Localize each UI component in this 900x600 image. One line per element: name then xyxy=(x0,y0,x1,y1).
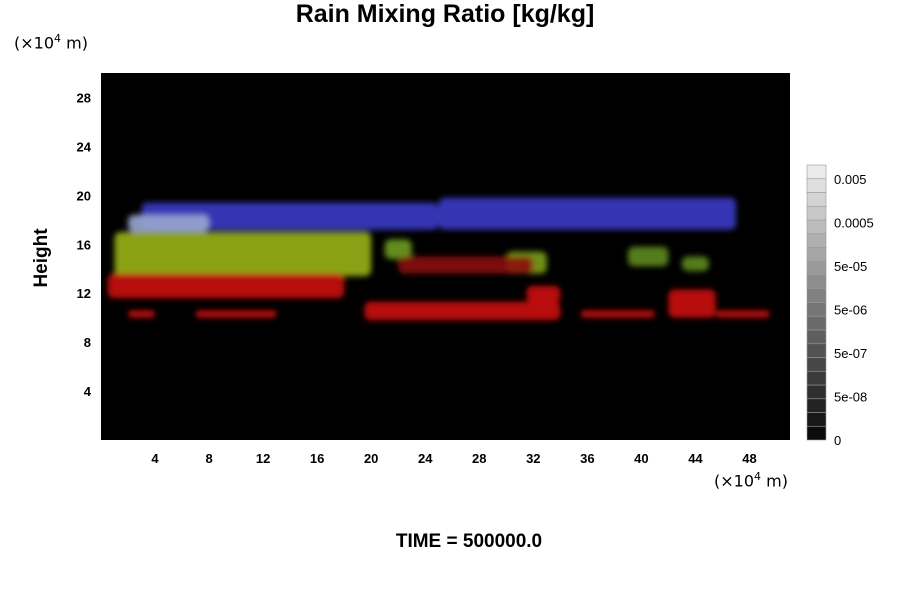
x-tick-label: 32 xyxy=(526,451,540,466)
y-tick-label: 8 xyxy=(84,335,91,350)
y-tick-label: 4 xyxy=(84,384,92,399)
rain-features xyxy=(107,197,770,321)
rain-feature xyxy=(715,310,770,318)
colorbar-label: 0 xyxy=(834,433,841,448)
x-axis-unit: (×104 m) xyxy=(714,470,788,490)
rain-feature xyxy=(526,285,561,303)
y-unit-base: (×10 xyxy=(14,33,55,53)
x-tick-label: 8 xyxy=(205,451,212,466)
rain-feature xyxy=(128,310,156,318)
colorbar-swatch xyxy=(806,219,827,235)
x-tick-label: 44 xyxy=(688,451,703,466)
colorbar-swatch xyxy=(806,164,827,180)
rain-feature xyxy=(128,214,210,233)
y-unit-tail: m) xyxy=(61,33,88,53)
colorbar: 0.005 0.0005 5e-05 5e-06 5e-07 5e-08 0 xyxy=(806,164,874,448)
y-unit-exponent: 4 xyxy=(54,32,62,45)
y-tick-label: 12 xyxy=(77,286,91,301)
colorbar-swatch xyxy=(806,412,827,427)
colorbar-swatch xyxy=(806,315,827,331)
x-tick-label: 36 xyxy=(580,451,594,466)
colorbar-swatch xyxy=(806,233,827,248)
rain-feature xyxy=(384,239,412,259)
colorbar-swatch xyxy=(806,357,827,372)
x-unit-tail: m) xyxy=(761,471,788,491)
colorbar-swatch xyxy=(806,384,827,400)
time-label: TIME = 500000.0 xyxy=(395,531,543,552)
chart-title: Rain Mixing Ratio [kg/kg] xyxy=(295,0,595,28)
colorbar-swatch xyxy=(806,329,827,345)
x-unit-base: (×10 xyxy=(714,471,755,491)
rain-feature xyxy=(627,246,669,267)
x-tick-label: 40 xyxy=(634,451,648,466)
rain-feature xyxy=(107,273,345,299)
x-tick-label: 4 xyxy=(151,451,159,466)
y-tick-label: 16 xyxy=(77,237,91,252)
rain-feature xyxy=(195,310,277,318)
rain-feature xyxy=(398,256,534,274)
rain-feature xyxy=(114,232,372,277)
colorbar-swatch xyxy=(806,288,827,303)
colorbar-swatch xyxy=(806,247,827,262)
colorbar-swatch xyxy=(806,274,827,290)
colorbar-label: 0.0005 xyxy=(834,216,874,231)
y-tick-label: 24 xyxy=(77,139,92,154)
colorbar-label: 5e-07 xyxy=(834,346,867,361)
rain-feature xyxy=(668,289,716,318)
y-tick-label: 20 xyxy=(77,188,91,203)
colorbar-swatch xyxy=(806,425,827,441)
rain-feature xyxy=(681,256,709,272)
colorbar-swatch xyxy=(806,178,827,193)
y-axis-ticks: 4 8 12 16 20 24 28 xyxy=(77,90,92,399)
colorbar-label: 5e-05 xyxy=(834,259,867,274)
colorbar-label: 0.005 xyxy=(834,172,867,187)
x-unit-exponent: 4 xyxy=(754,470,762,483)
colorbar-swatch xyxy=(806,398,827,413)
x-tick-label: 12 xyxy=(256,451,270,466)
colorbar-label: 5e-08 xyxy=(834,390,867,405)
x-tick-label: 16 xyxy=(310,451,324,466)
y-tick-label: 28 xyxy=(77,90,91,105)
colorbar-swatch xyxy=(806,260,827,276)
x-tick-label: 28 xyxy=(472,451,486,466)
colorbar-swatch xyxy=(806,370,827,386)
rain-feature xyxy=(580,310,655,318)
rain-feature xyxy=(438,197,736,230)
colorbar-swatch xyxy=(806,192,827,207)
colorbar-swatch xyxy=(806,302,827,317)
x-tick-label: 20 xyxy=(364,451,378,466)
y-axis-unit: (×104 m) xyxy=(14,32,88,52)
rain-feature xyxy=(141,202,439,230)
colorbar-swatch xyxy=(806,343,827,358)
x-tick-label: 48 xyxy=(742,451,756,466)
x-tick-label: 24 xyxy=(418,451,433,466)
colorbar-swatch xyxy=(806,205,827,221)
rain-feature xyxy=(364,301,561,321)
colorbar-label: 5e-06 xyxy=(834,303,867,318)
x-axis-ticks: 4 8 12 16 20 24 28 32 36 40 44 48 xyxy=(151,451,756,466)
